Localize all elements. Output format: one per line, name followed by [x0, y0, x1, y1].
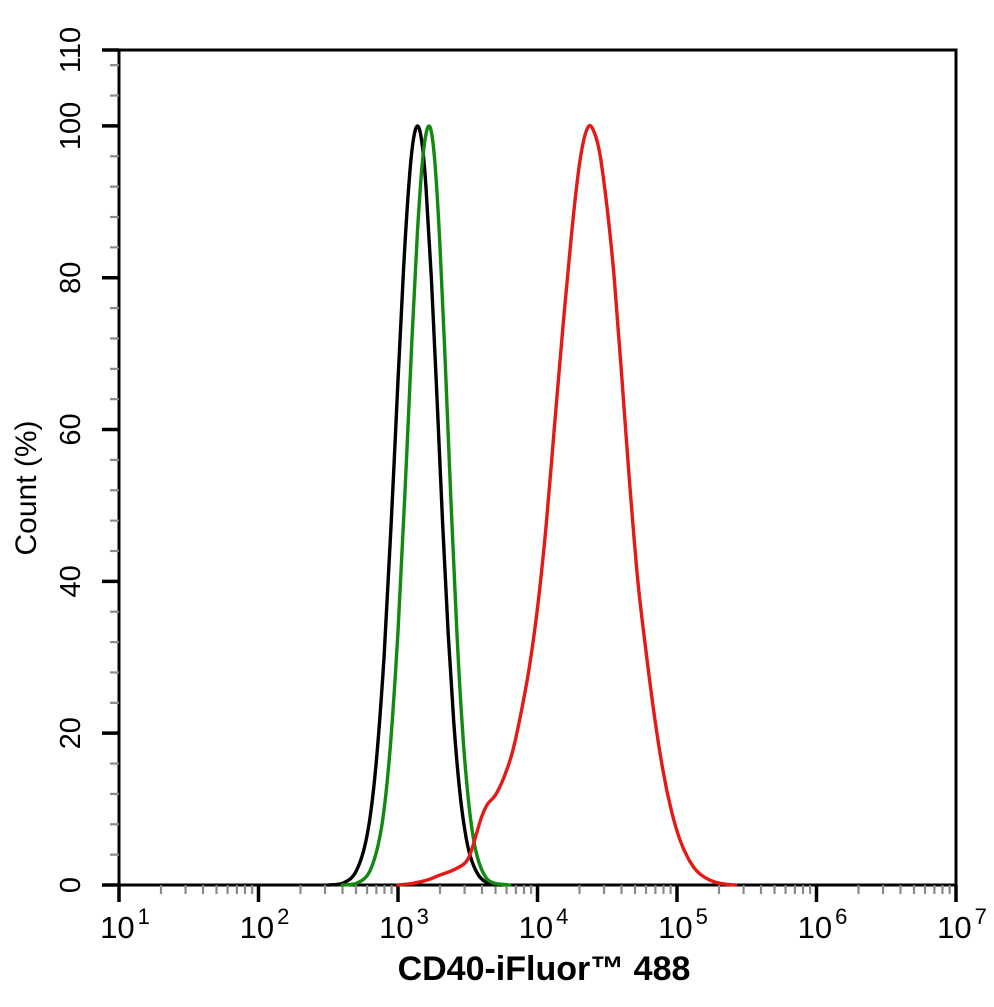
- x-axis-minor-ticks: [159, 885, 951, 894]
- x-tick-label: 10 6: [798, 904, 848, 945]
- y-tick-label: 20: [55, 717, 87, 749]
- y-tick-label: 60: [55, 413, 87, 445]
- x-axis-title: CD40-iFluor™ 488: [398, 950, 691, 988]
- x-tick-label: 10 2: [240, 904, 290, 945]
- y-tick-label: 0: [55, 877, 87, 893]
- y-tick-label: 80: [55, 262, 87, 294]
- x-axis-tick-labels: 10 1 10 2 10 3 10 4 10 5 10 6 10 7: [100, 904, 987, 945]
- x-tick-label: 10 7: [937, 904, 987, 945]
- x-axis-major-ticks: [117, 885, 958, 902]
- x-tick-label: 10 4: [519, 904, 569, 945]
- series-curves: [326, 123, 738, 887]
- x-tick-label: 10 1: [100, 904, 150, 945]
- x-tick-label: 10 3: [379, 904, 429, 945]
- x-tick-label: 10 5: [658, 904, 708, 945]
- y-tick-label: 40: [55, 565, 87, 597]
- y-tick-label: 110: [55, 27, 87, 73]
- y-axis-major-ticks: [102, 48, 119, 887]
- y-axis-minor-ticks: [110, 64, 119, 856]
- y-tick-label: 100: [55, 102, 87, 150]
- red-cd40-stained-curve: [396, 123, 738, 887]
- plot-border: [117, 48, 958, 887]
- black-control-curve: [326, 124, 503, 887]
- green-isotype-curve: [340, 124, 512, 887]
- y-axis-title: Count (%): [10, 420, 43, 555]
- y-axis-tick-labels: 0 20 40 60 80 100 110: [55, 27, 87, 893]
